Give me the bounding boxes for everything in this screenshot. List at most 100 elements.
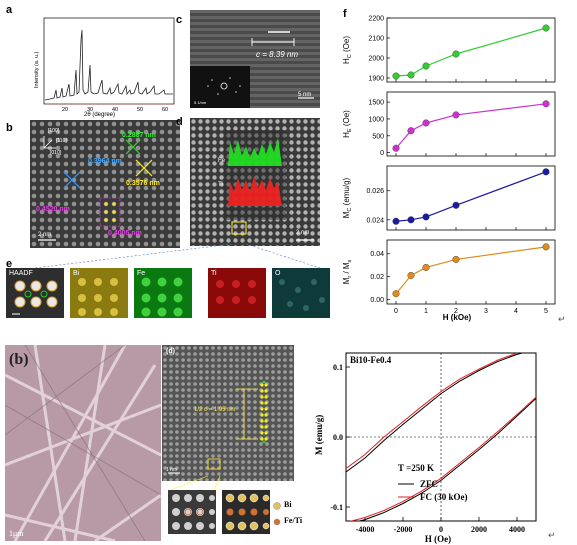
f-ytick-label: 2000 [368,56,384,63]
f-point-1-1 [407,127,415,135]
return-mark-1: ↵ [558,314,566,324]
f-point-3-1 [407,271,415,279]
mh-title: Bi10-Fe0.4 [350,355,392,365]
f-ylabel-sub: C [347,54,353,58]
d-spacing-2: 0.3964 nm [88,158,122,165]
f-ylabel-sub: r [347,276,353,278]
dir-010: [010] [50,150,62,156]
f-frame-0 [386,17,556,83]
panel-c-scale: 5 nm [298,92,312,98]
f-ytick-label: 1000 [368,116,384,123]
haadf-map-atoms [12,280,58,315]
f-point-1-0 [392,144,400,152]
f-ytick-label: 1900 [368,76,384,83]
bottom-d-label: (d) [166,348,175,355]
bottom-d-scale: 1 nm [166,467,178,473]
f-series-line-3 [395,246,547,295]
ti-map-dots [216,280,256,304]
map-o: O [272,268,330,318]
f-ylabel-sub: C [347,208,353,212]
f-point-3-2 [422,263,430,271]
sem-nanowires [5,345,161,541]
panel-e-label: e [6,258,13,270]
f-point-0-3 [452,50,460,58]
mh-xtick-label: 0 [439,525,443,534]
map-ti-label: Ti [211,270,217,277]
f-ylabel-sub2: s [347,259,353,262]
o-map-dots [279,279,325,311]
panel-b-image: [100] [110] [010] 0.2887 nm 0.3964 nm 0.… [30,120,180,248]
mh-loop-chart: -4000 -2000 0 2000 4000 -0.1 0.0 0.1 Bi10-Fe0.4… [314,352,537,544]
mh-ytick-label: 0.0 [333,433,343,442]
bottom-d-image: (d) 1/2 c = 1.95 nm 1 nm [162,345,294,481]
mh-xlabel: H (Oe) [425,534,451,544]
lattice-b-overlay [30,120,180,248]
fft-scale: 5 1/nm [194,100,207,105]
zoom-inset-1 [168,490,216,534]
f-ytick-label: 0.00 [370,297,384,304]
map-o-label: O [275,270,281,277]
d-spacing-4: 0.4520 nm [36,206,70,213]
fft-pattern [207,77,241,95]
f-ylabel-main: M [342,277,351,284]
f-point-0-2 [422,62,430,70]
xrd-xlabel: 2θ (degree) [84,112,116,118]
zoom-guides [169,476,221,491]
sem-image: (b) 1μm [5,345,161,541]
dir-100: [100] [48,128,60,134]
f-ytick-label: 0.02 [370,274,384,281]
f-ytick-label: 0.04 [370,251,384,258]
map-haadf-label: HAADF [9,270,33,277]
f-ylabel-main: H [342,132,351,138]
f-point-3-4 [542,243,550,251]
f-ylabel-main: M [342,211,351,218]
dir-110: [110] [56,138,67,144]
sem-panel-label: (b) [9,351,29,368]
f-ylabel-mid: / M [342,262,351,276]
return-mark-2: ↵ [548,530,556,540]
map-fe: Fe [134,268,192,318]
xrd-xtick-60: 60 [162,107,168,113]
mh-ytick-label: 0.1 [333,363,343,372]
fft-inset: 5 1/nm [190,66,250,108]
panel-c-label: c [176,14,183,26]
f-ytick-label: 2200 [368,16,384,23]
f-xtick-label: 5 [544,308,548,315]
map-ti: Ti [208,268,266,318]
f-ylabel-0: HC (Oe) [342,36,353,64]
mh-xtick-label: 4000 [509,525,525,534]
bi-map-dots [78,278,118,316]
f-series-line-2 [395,171,547,222]
f-point-1-2 [422,119,430,127]
f-point-0-1 [407,71,415,79]
f-ytick-label: 0 [380,150,384,157]
zoom-inset-2-atoms [225,493,270,531]
mh-zfc-lower-branch [357,398,536,521]
f-ylabel-main: H [342,58,351,64]
f-point-2-1 [407,216,415,224]
f-point-2-4 [542,168,550,176]
half-c-spacing: 1/2 c = 1.95 nm [194,407,236,413]
mh-ytick-label: -0.1 [330,503,343,512]
panel-d-scale: 2 nm [296,230,310,236]
f-series-line-0 [395,27,547,77]
f-xlabel: H (kOe) [443,313,472,322]
f-ytick-label: 1500 [368,100,384,107]
f-point-0-4 [542,24,550,32]
zoom-inset-2 [222,490,270,534]
f-xtick-label: 1 [424,308,428,315]
f-ylabel-3: Mr / Ms [342,259,353,284]
f-ytick-label: 2100 [368,36,384,43]
d-spacing-3: 0.3576 nm [126,180,160,187]
map-fe-label: Fe [137,270,146,277]
eds-ti-label: Ti [218,182,223,188]
f-ylabel-unit: (Oe) [342,110,351,129]
map-guides [34,243,321,269]
f-point-3-0 [392,290,400,298]
map-bi: Bi [70,268,128,318]
mh-fc-lower-branch [349,396,536,521]
fe-map-dots [141,277,183,317]
panel-b-scale: 2 nm [38,232,52,238]
f-xtick-label: 3 [484,308,488,315]
panel-f-label: f [343,8,347,20]
